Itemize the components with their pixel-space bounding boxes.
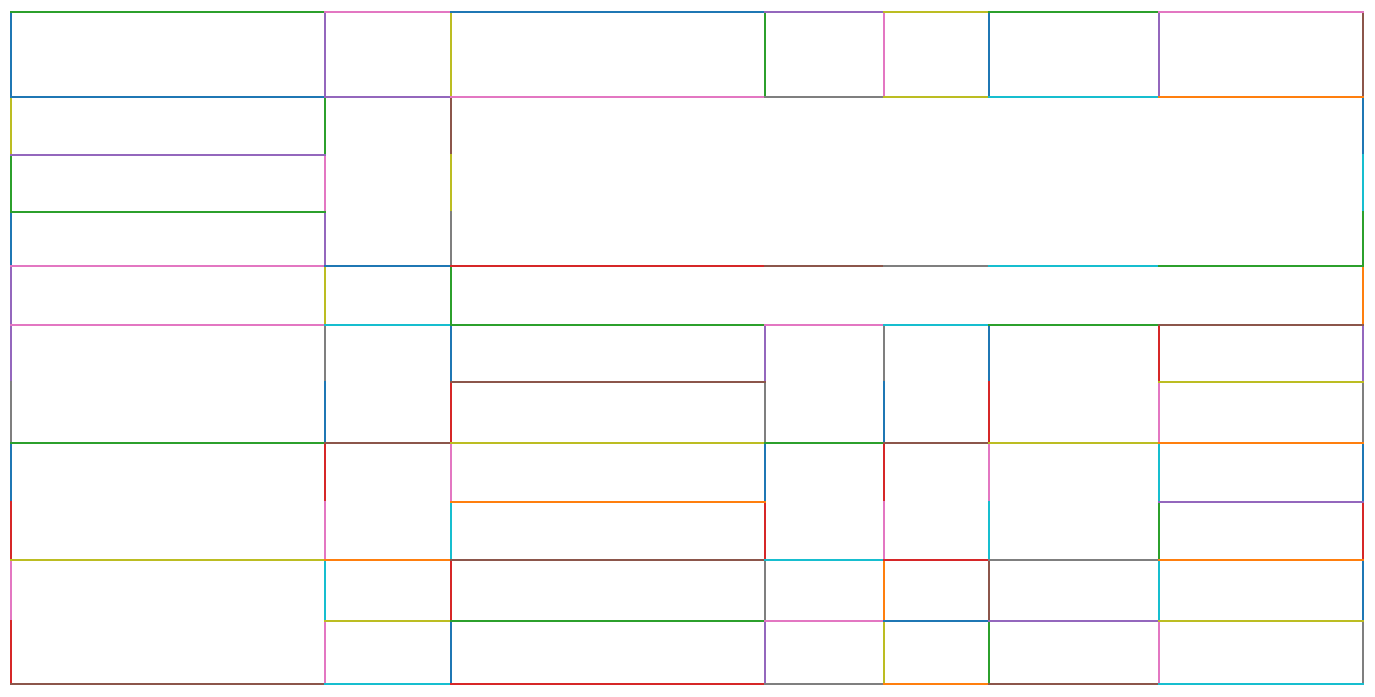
partition-diagram bbox=[10, 11, 1364, 685]
